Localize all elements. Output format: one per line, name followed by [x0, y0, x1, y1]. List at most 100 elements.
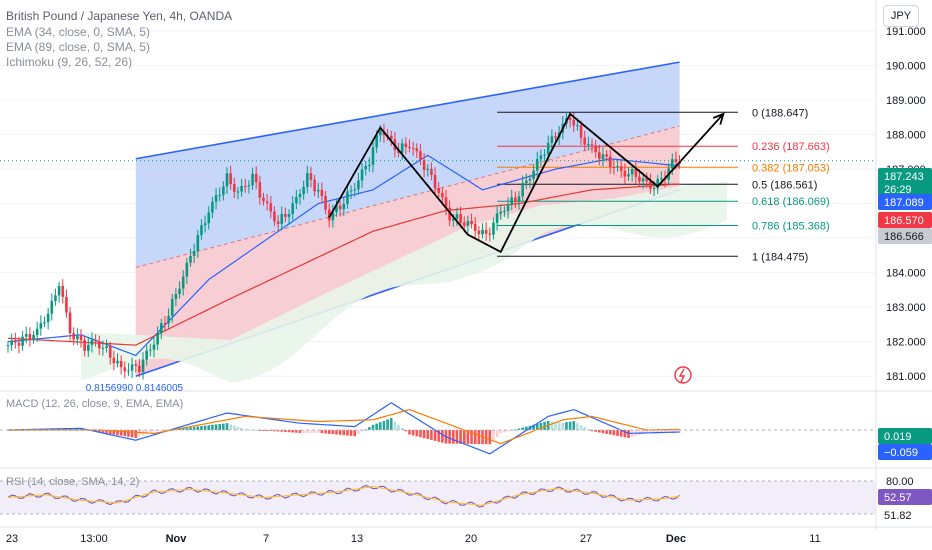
candle-body	[160, 323, 163, 334]
candle-body	[94, 339, 97, 342]
candle-body	[178, 288, 181, 295]
candle-body	[87, 344, 90, 351]
macd-histogram-bar	[243, 429, 247, 431]
macd-pane	[0, 402, 876, 455]
alert-lightning-icon[interactable]	[674, 366, 692, 384]
candle-body	[57, 286, 61, 296]
candle-body	[207, 212, 211, 224]
macd-histogram-bar	[638, 430, 641, 435]
indicator-ema34-label[interactable]: EMA (34, close, 0, SMA, 5)	[6, 25, 151, 39]
macd-histogram-bar	[619, 430, 623, 437]
macd-histogram-bar	[641, 430, 645, 434]
candle-body	[448, 207, 451, 221]
currency-button[interactable]: JPY	[883, 5, 919, 27]
candle-body	[203, 223, 207, 226]
candle-body	[521, 183, 524, 197]
candle-body	[101, 347, 105, 349]
candle-body	[324, 195, 327, 210]
channel-lower-zone	[135, 125, 680, 377]
indicator-ema89-label[interactable]: EMA (89, close, 0, SMA, 5)	[6, 40, 151, 54]
candle-body	[229, 173, 232, 185]
candle-body	[265, 201, 269, 204]
candle-body	[477, 230, 481, 235]
candle-body	[196, 235, 200, 251]
candle-body	[466, 220, 470, 226]
candle-body	[459, 214, 462, 223]
candle-body	[222, 186, 225, 195]
zigzag-path	[328, 112, 725, 254]
macd-histogram-bar	[466, 430, 470, 444]
candle-body	[634, 168, 638, 177]
price-tick-label: 191.000	[886, 26, 926, 38]
macd-histogram-bar	[612, 430, 616, 436]
candle-body	[313, 179, 316, 192]
macd-histogram-bar	[101, 430, 105, 433]
macd-histogram-bar	[400, 427, 404, 430]
macd-histogram-bar	[393, 421, 397, 430]
macd-histogram-bar	[130, 430, 134, 438]
candle-body	[590, 144, 594, 146]
macd-histogram-bar	[448, 430, 451, 444]
macd-histogram-bar	[185, 427, 189, 430]
price-tick-label: 189.000	[886, 95, 926, 107]
macd-histogram-bar	[590, 430, 594, 432]
price-badge-label: 186.570	[884, 215, 924, 227]
candle-body	[550, 136, 554, 143]
macd-histogram-bar	[65, 428, 68, 430]
macd-histogram-bar	[276, 430, 280, 432]
macd-histogram-bar	[68, 428, 72, 430]
candle-body	[236, 191, 240, 193]
macd-histogram-bar	[265, 430, 269, 431]
time-tick-label: 11	[809, 533, 820, 545]
candle-body	[462, 222, 466, 226]
candle-body	[309, 173, 313, 180]
macd-histogram-bar	[671, 430, 674, 433]
macd-histogram-bar	[473, 430, 477, 445]
macd-badge	[878, 428, 932, 444]
candle-body	[364, 165, 367, 170]
candle-body	[105, 346, 108, 348]
candle-body	[65, 296, 68, 313]
candle-body	[605, 154, 608, 157]
time-tick-label: 7	[263, 533, 269, 545]
candle-body	[441, 192, 444, 198]
macd-histogram-bar	[105, 430, 108, 434]
fib-level-label: 0.382 (187.053)	[752, 162, 830, 174]
zigzag-arrowhead	[712, 112, 725, 125]
candle-body	[353, 189, 357, 191]
candle-body	[525, 180, 528, 184]
ema89-line	[7, 183, 680, 346]
macd-histogram-bar	[178, 428, 181, 430]
time-tick-label: 13:00	[80, 533, 108, 545]
price-badge-label: 186.566	[884, 231, 924, 243]
macd-label[interactable]: MACD (12, 26, close, 9, EMA, EMA)	[6, 398, 184, 410]
channel-upper-line[interactable]	[135, 61, 680, 160]
macd-histogram-bar	[462, 430, 466, 444]
candle-body	[119, 360, 123, 368]
macd-histogram-bar	[543, 421, 546, 430]
macd-histogram-bar	[579, 425, 583, 430]
rsi-label[interactable]: RSI (14, close, SMA, 14, 2)	[6, 476, 140, 488]
candle-body	[422, 160, 426, 170]
candle-body	[619, 166, 623, 171]
candle-body	[167, 315, 170, 324]
candle-body	[141, 359, 145, 373]
time-tick-label: 20	[465, 533, 477, 545]
macd-histogram-bar	[616, 430, 619, 436]
candle-body	[671, 159, 674, 169]
candle-body	[269, 203, 273, 212]
candle-body	[543, 154, 546, 156]
indicator-ichimoku-label[interactable]: Ichimoku (9, 26, 52, 26)	[6, 55, 133, 69]
candle-body	[546, 142, 550, 155]
candle-body	[506, 204, 510, 211]
candle-body	[97, 341, 101, 349]
candle-body	[539, 155, 543, 160]
fib-level-label: 0.236 (187.663)	[752, 141, 830, 153]
candle-body	[338, 205, 342, 210]
macd-histogram-bar	[663, 430, 667, 433]
macd-histogram-bar	[379, 422, 382, 430]
rsi-band	[0, 481, 876, 514]
candle-body	[660, 178, 663, 180]
rsi-tick-label: 80.00	[886, 476, 914, 488]
